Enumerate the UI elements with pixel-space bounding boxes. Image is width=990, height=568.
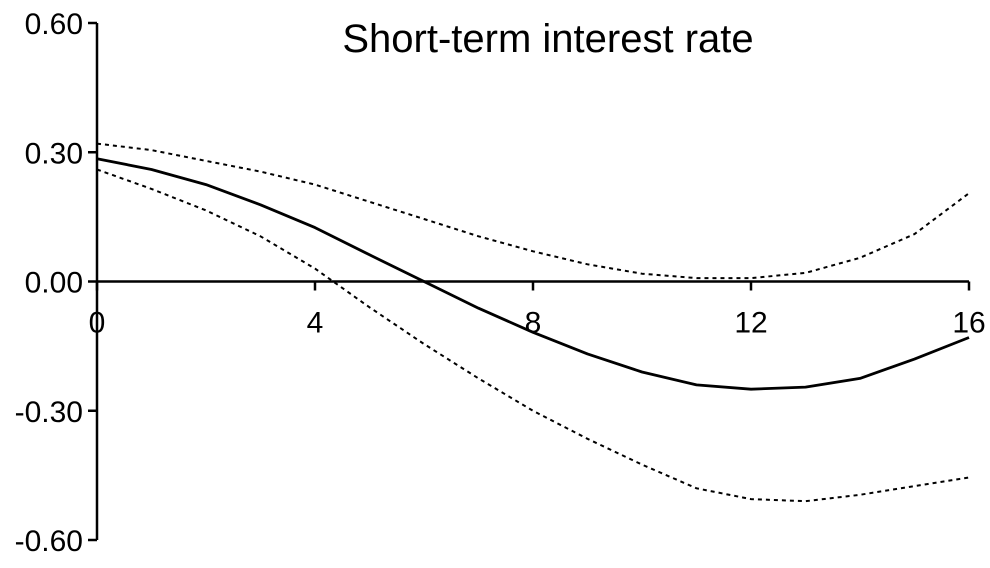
series-layer	[96, 142, 970, 503]
axes	[88, 21, 971, 542]
series-line-main	[96, 157, 970, 391]
series-line-band-2	[96, 168, 970, 503]
chart-title: Short-term interest rate	[342, 17, 753, 61]
series-line-band-1	[96, 142, 970, 280]
y-tick-label: -0.30	[15, 396, 83, 429]
y-tick-label: 0.00	[25, 267, 83, 300]
x-tick-label: 12	[734, 307, 767, 340]
y-tick-label: 0.30	[25, 137, 83, 170]
y-tick-label: 0.60	[25, 8, 83, 41]
x-tick-label: 16	[952, 307, 985, 340]
x-tick-label: 0	[89, 307, 106, 340]
tick-labels: 0.60 0.30 0.00 -0.30 -0.60 0 4 8 12 16	[15, 8, 986, 558]
x-tick-label: 4	[307, 307, 324, 340]
x-tick-label: 8	[525, 307, 542, 340]
y-tick-label: -0.60	[15, 525, 83, 558]
